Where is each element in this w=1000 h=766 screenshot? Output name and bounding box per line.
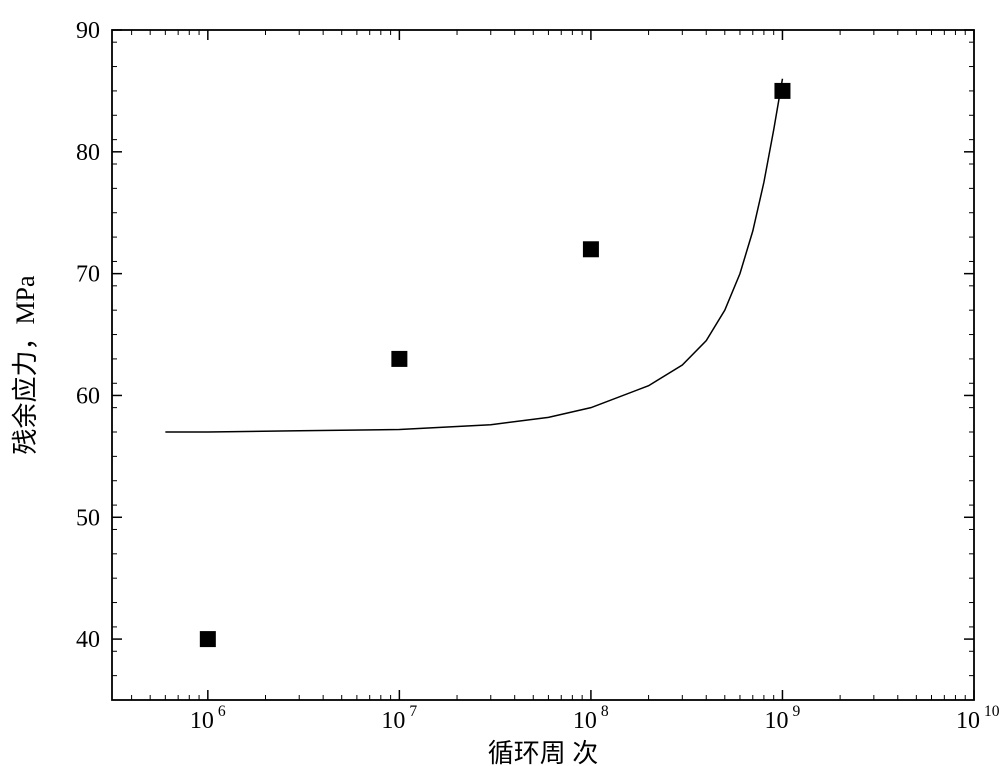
svg-text:10: 10 (573, 708, 597, 734)
y-tick-label: 70 (76, 262, 100, 288)
svg-text:6: 6 (218, 703, 226, 720)
svg-text:10: 10 (984, 703, 1000, 720)
y-tick-label: 60 (76, 383, 100, 409)
y-tick-label: 90 (76, 18, 100, 44)
svg-text:7: 7 (409, 703, 417, 720)
chart-container: 1061071081091010循环周 次405060708090残余应力，MP… (0, 0, 1000, 766)
data-point-marker (391, 351, 407, 367)
y-axis-label: 残余应力，MPa (11, 275, 40, 455)
svg-text:10: 10 (956, 708, 980, 734)
y-tick-label: 40 (76, 627, 100, 653)
svg-text:10: 10 (190, 708, 214, 734)
x-axis-label: 循环周 次 (488, 739, 599, 766)
y-tick-label: 50 (76, 505, 100, 531)
residual-stress-chart: 1061071081091010循环周 次405060708090残余应力，MP… (0, 0, 1000, 766)
svg-text:10: 10 (381, 708, 405, 734)
svg-text:9: 9 (792, 703, 800, 720)
svg-text:8: 8 (601, 703, 609, 720)
data-point-marker (774, 83, 790, 99)
svg-text:10: 10 (764, 708, 788, 734)
data-point-marker (200, 631, 216, 647)
data-point-marker (583, 241, 599, 257)
y-tick-label: 80 (76, 140, 100, 166)
